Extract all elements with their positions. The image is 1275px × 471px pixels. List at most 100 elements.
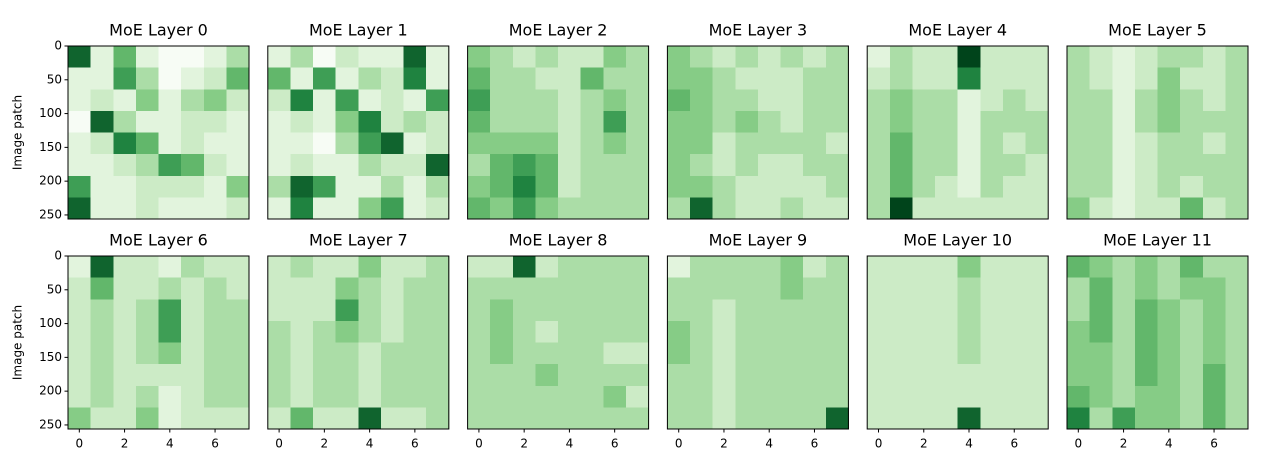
- heatmap-cell: [957, 320, 981, 343]
- heatmap-cell: [90, 46, 114, 69]
- heatmap-cell: [380, 154, 405, 177]
- heatmap-cell: [889, 132, 913, 155]
- heatmap-cell: [957, 46, 981, 69]
- heatmap-cell: [1180, 277, 1204, 300]
- heatmap-cell: [1134, 110, 1158, 133]
- heatmap-cell: [181, 89, 205, 112]
- heatmap-cell: [1180, 197, 1204, 220]
- heatmap-cell: [712, 407, 736, 430]
- heatmap-cell: [1180, 154, 1204, 177]
- heatmap-cell: [935, 320, 959, 343]
- heatmap-cell: [558, 256, 582, 279]
- heatmap-cell: [158, 67, 182, 90]
- heatmap-cell: [957, 197, 981, 220]
- heatmap-cell: [490, 407, 514, 430]
- heatmap-cell: [226, 46, 250, 69]
- heatmap-cell: [780, 132, 804, 155]
- heatmap-cell: [490, 364, 514, 387]
- heatmap-cell: [1112, 154, 1136, 177]
- heatmap-cell: [380, 197, 405, 220]
- heatmap-cell: [490, 46, 514, 69]
- panel-frame: [866, 45, 1049, 220]
- heatmap-cell: [135, 342, 159, 365]
- heatmap-cell: [625, 277, 650, 300]
- heatmap-cell: [490, 197, 514, 220]
- heatmap-cell: [313, 110, 337, 133]
- heatmap-cell: [335, 110, 359, 133]
- heatmap-cell: [290, 154, 314, 177]
- heatmap-cell: [313, 175, 337, 198]
- heatmap-cell: [803, 385, 827, 408]
- y-tick-label: 200: [39, 174, 62, 188]
- heatmap-cell: [467, 197, 491, 220]
- heatmap-cell: [90, 132, 114, 155]
- heatmap-cell: [203, 67, 227, 90]
- heatmap-cell: [712, 299, 736, 322]
- heatmap-cell: [1225, 89, 1249, 112]
- heatmap-cell: [467, 320, 491, 343]
- heatmap-cell: [667, 89, 691, 112]
- heatmap-cell: [313, 299, 337, 322]
- heatmap-cell: [358, 407, 382, 430]
- heatmap-cell: [426, 154, 450, 177]
- heatmap-cell: [113, 320, 137, 343]
- heatmap-cell: [1002, 320, 1027, 343]
- heatmap-cell: [712, 67, 736, 90]
- heatmap-cell: [603, 299, 627, 322]
- heatmap-cell: [1180, 175, 1204, 198]
- heatmap-cell: [603, 385, 627, 408]
- heatmap-cell: [912, 277, 936, 300]
- heatmap-cell: [957, 110, 981, 133]
- heatmap-cell: [512, 175, 536, 198]
- heatmap-cell: [68, 299, 92, 322]
- heatmap-cell: [867, 175, 891, 198]
- heatmap-cell: [803, 110, 827, 133]
- heatmap-cell: [380, 46, 405, 69]
- heatmap-cell: [68, 67, 92, 90]
- heatmap-cell: [113, 154, 137, 177]
- heatmap-cell: [558, 132, 582, 155]
- heatmap-cell: [667, 67, 691, 90]
- heatmap-cell: [1180, 407, 1204, 430]
- heatmap-cell: [690, 320, 714, 343]
- heatmap-cell: [667, 277, 691, 300]
- heatmap-cell: [1157, 364, 1181, 387]
- heatmap-cell: [580, 154, 604, 177]
- heatmap-cell: [267, 256, 291, 279]
- heatmap-cell: [90, 175, 114, 198]
- heatmap-cell: [1112, 320, 1136, 343]
- heatmap-cell: [203, 342, 227, 365]
- heatmap-cell: [625, 89, 650, 112]
- heatmap-cell: [1112, 256, 1136, 279]
- heatmap-cell: [980, 110, 1004, 133]
- heatmap-cell: [889, 256, 913, 279]
- heatmap-cell: [467, 256, 491, 279]
- heatmap-cell: [1134, 175, 1158, 198]
- heatmap-cell: [867, 342, 891, 365]
- heatmap-cell: [1112, 364, 1136, 387]
- heatmap-cell: [580, 299, 604, 322]
- heatmap-cell: [403, 46, 427, 69]
- heatmap-cell: [603, 67, 627, 90]
- x-tick-label: 4: [166, 437, 174, 451]
- heatmap-cell: [1067, 132, 1091, 155]
- heatmap-cell: [957, 256, 981, 279]
- heatmap-cell: [935, 277, 959, 300]
- heatmap-cell: [158, 277, 182, 300]
- heatmap-cell: [335, 132, 359, 155]
- heatmap-cell: [512, 46, 536, 69]
- heatmap-cell: [625, 154, 650, 177]
- heatmap-cell: [467, 67, 491, 90]
- heatmap-cell: [68, 364, 92, 387]
- heatmap-cell: [358, 154, 382, 177]
- heatmap-cell: [181, 67, 205, 90]
- heatmap-cell: [867, 110, 891, 133]
- heatmap-cell: [290, 299, 314, 322]
- heatmap-cell: [335, 342, 359, 365]
- heatmap-cell: [803, 46, 827, 69]
- heatmap-cell: [558, 154, 582, 177]
- heatmap-cell: [1089, 89, 1113, 112]
- heatmap-cell: [1025, 277, 1049, 300]
- heatmap-cell: [867, 364, 891, 387]
- heatmap-cell: [181, 320, 205, 343]
